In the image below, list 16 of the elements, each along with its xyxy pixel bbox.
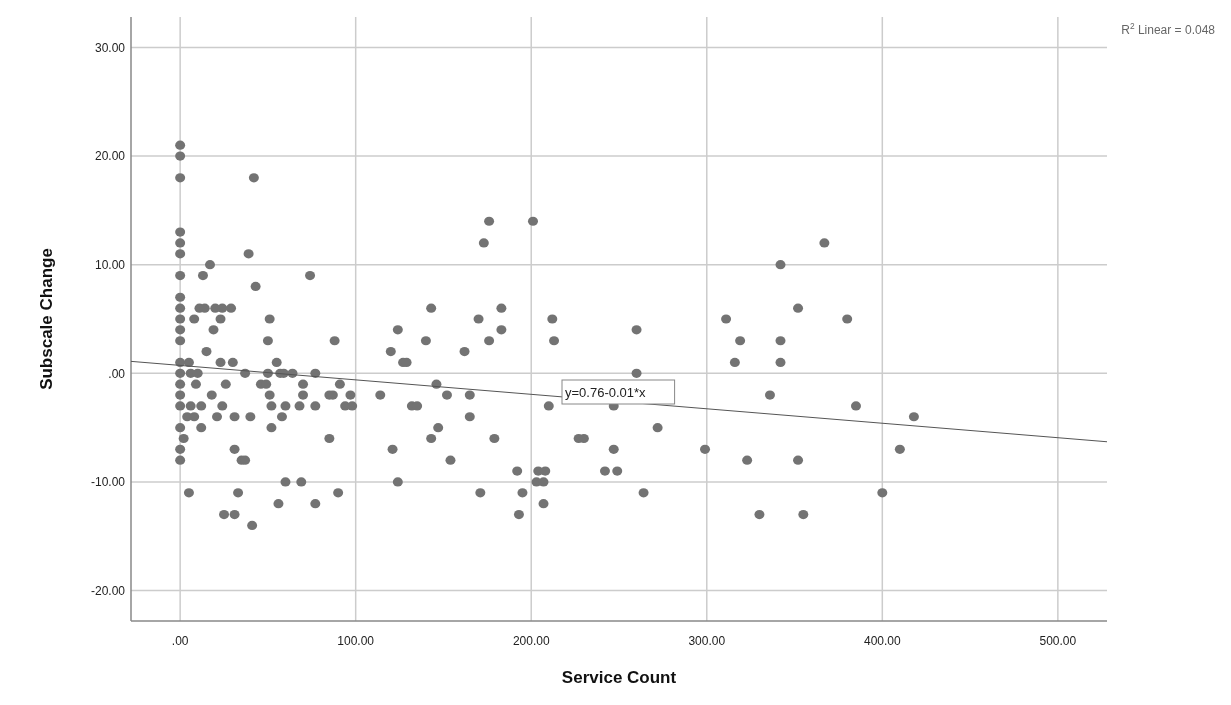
- y-tick-label: 10.00: [94, 257, 126, 272]
- x-tick-label: 400.00: [863, 634, 901, 648]
- y-tick-label: 30.00: [94, 40, 126, 55]
- x-tick-label: 100.00: [337, 634, 375, 648]
- y-tick-label: 20.00: [94, 149, 126, 164]
- x-tick-label: .00: [171, 634, 189, 648]
- annotation: y=0.76-0.01*x: [565, 384, 647, 400]
- y-axis-title: Subscale Change: [37, 248, 56, 390]
- x-tick-label: 500.00: [1039, 634, 1077, 648]
- text: R$^{2}$ Linear = 0.048: [1121, 21, 1216, 37]
- x-tick-label: 300.00: [688, 634, 726, 648]
- y-tick-label: -20.00: [90, 583, 126, 598]
- y-tick-label: -10.00: [90, 475, 126, 490]
- x-axis-title: Service Count: [561, 668, 677, 687]
- y-tick-label: .00: [108, 366, 126, 381]
- x-tick-label: 200.00: [512, 634, 550, 648]
